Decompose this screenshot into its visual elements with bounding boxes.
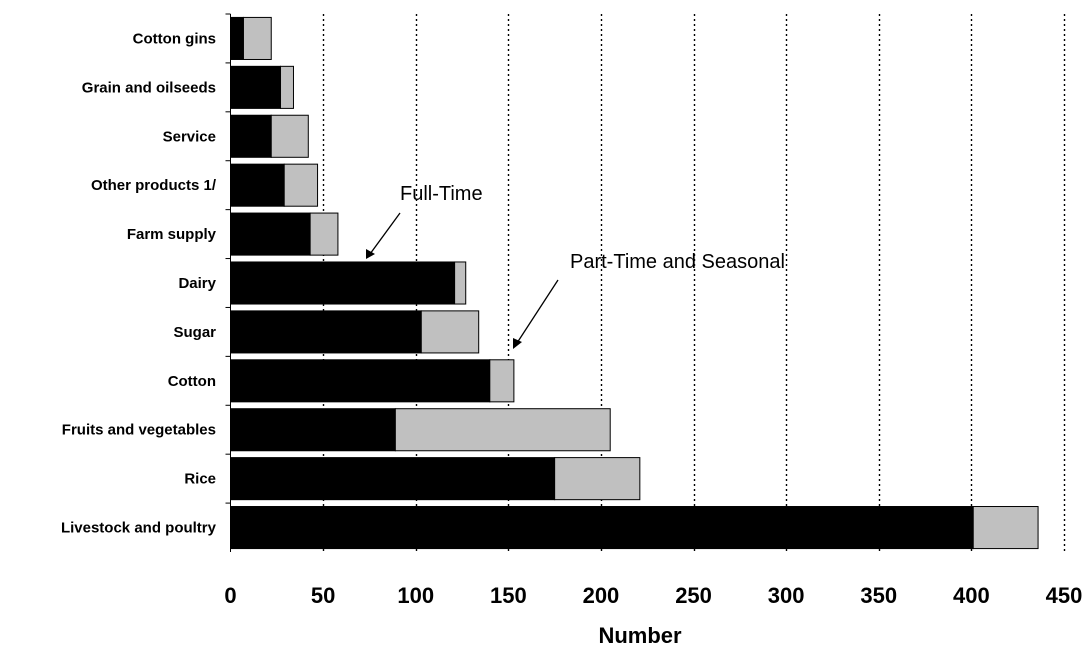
bar-part-time-2 [270, 114, 309, 158]
bar-full-time-4 [230, 212, 311, 256]
category-label-9: Rice [184, 471, 216, 488]
x-tick-label-0: 0 [224, 583, 236, 608]
bar-part-time-1 [280, 65, 294, 109]
bar-part-time-8 [394, 408, 611, 452]
annotation-part-time: Part-Time and Seasonal [513, 251, 785, 349]
category-label-2: Service [163, 128, 216, 145]
bar-full-time-7 [230, 359, 491, 403]
x-tick-label-100: 100 [397, 583, 434, 608]
annotation-full-time-text: Full-Time [400, 183, 483, 205]
category-label-3: Other products 1/ [91, 177, 217, 194]
category-label-7: Cotton [168, 373, 216, 390]
bar-full-time-2 [230, 114, 272, 158]
x-tick-label-300: 300 [768, 583, 805, 608]
bar-part-time-4 [309, 212, 339, 256]
axes [225, 13, 231, 552]
category-label-6: Sugar [173, 324, 216, 341]
x-tick-label-400: 400 [953, 583, 990, 608]
x-tick-label-350: 350 [860, 583, 897, 608]
bar-part-time-10 [972, 506, 1039, 550]
bars [230, 16, 1039, 550]
category-label-0: Cotton gins [133, 30, 216, 47]
bar-full-time-5 [230, 261, 456, 305]
bar-part-time-7 [489, 359, 515, 403]
annotation-part-time-arrowhead [513, 338, 522, 349]
bar-part-time-0 [242, 16, 272, 60]
x-tick-label-150: 150 [490, 583, 527, 608]
category-labels: Cotton gins Grain and oilseeds Service Othe… [61, 30, 217, 536]
category-label-10: Livestock and poultry [61, 520, 217, 537]
bar-part-time-6 [420, 310, 480, 354]
x-axis-title: Number [598, 623, 682, 645]
category-label-5: Dairy [178, 275, 216, 292]
annotation-part-time-arrow [516, 279, 559, 344]
bar-part-time-3 [283, 163, 319, 207]
annotation-full-time-arrowhead [366, 249, 375, 259]
annotation-full-time-arrow [369, 212, 401, 255]
bar-full-time-9 [230, 457, 556, 501]
category-label-4: Farm supply [127, 226, 217, 243]
bar-full-time-1 [230, 65, 282, 109]
annotation-full-time: Full-Time [366, 183, 483, 259]
annotation-part-time-text: Part-Time and Seasonal [570, 251, 785, 273]
x-tick-label-450: 450 [1046, 583, 1083, 608]
x-tick-label-50: 50 [311, 583, 335, 608]
bar-full-time-3 [230, 163, 285, 207]
category-label-1: Grain and oilseeds [82, 79, 216, 96]
category-label-8: Fruits and vegetables [62, 422, 216, 439]
x-tick-label-250: 250 [675, 583, 712, 608]
bar-full-time-6 [230, 310, 422, 354]
x-tick-label-200: 200 [583, 583, 620, 608]
bar-full-time-0 [230, 16, 244, 60]
x-tick-labels: 0 50 100 150 200 250 300 350 400 450 [224, 583, 1082, 608]
bar-full-time-8 [230, 408, 396, 452]
bar-part-time-5 [454, 261, 467, 305]
bar-part-time-9 [554, 457, 641, 501]
bar-full-time-10 [230, 506, 974, 550]
